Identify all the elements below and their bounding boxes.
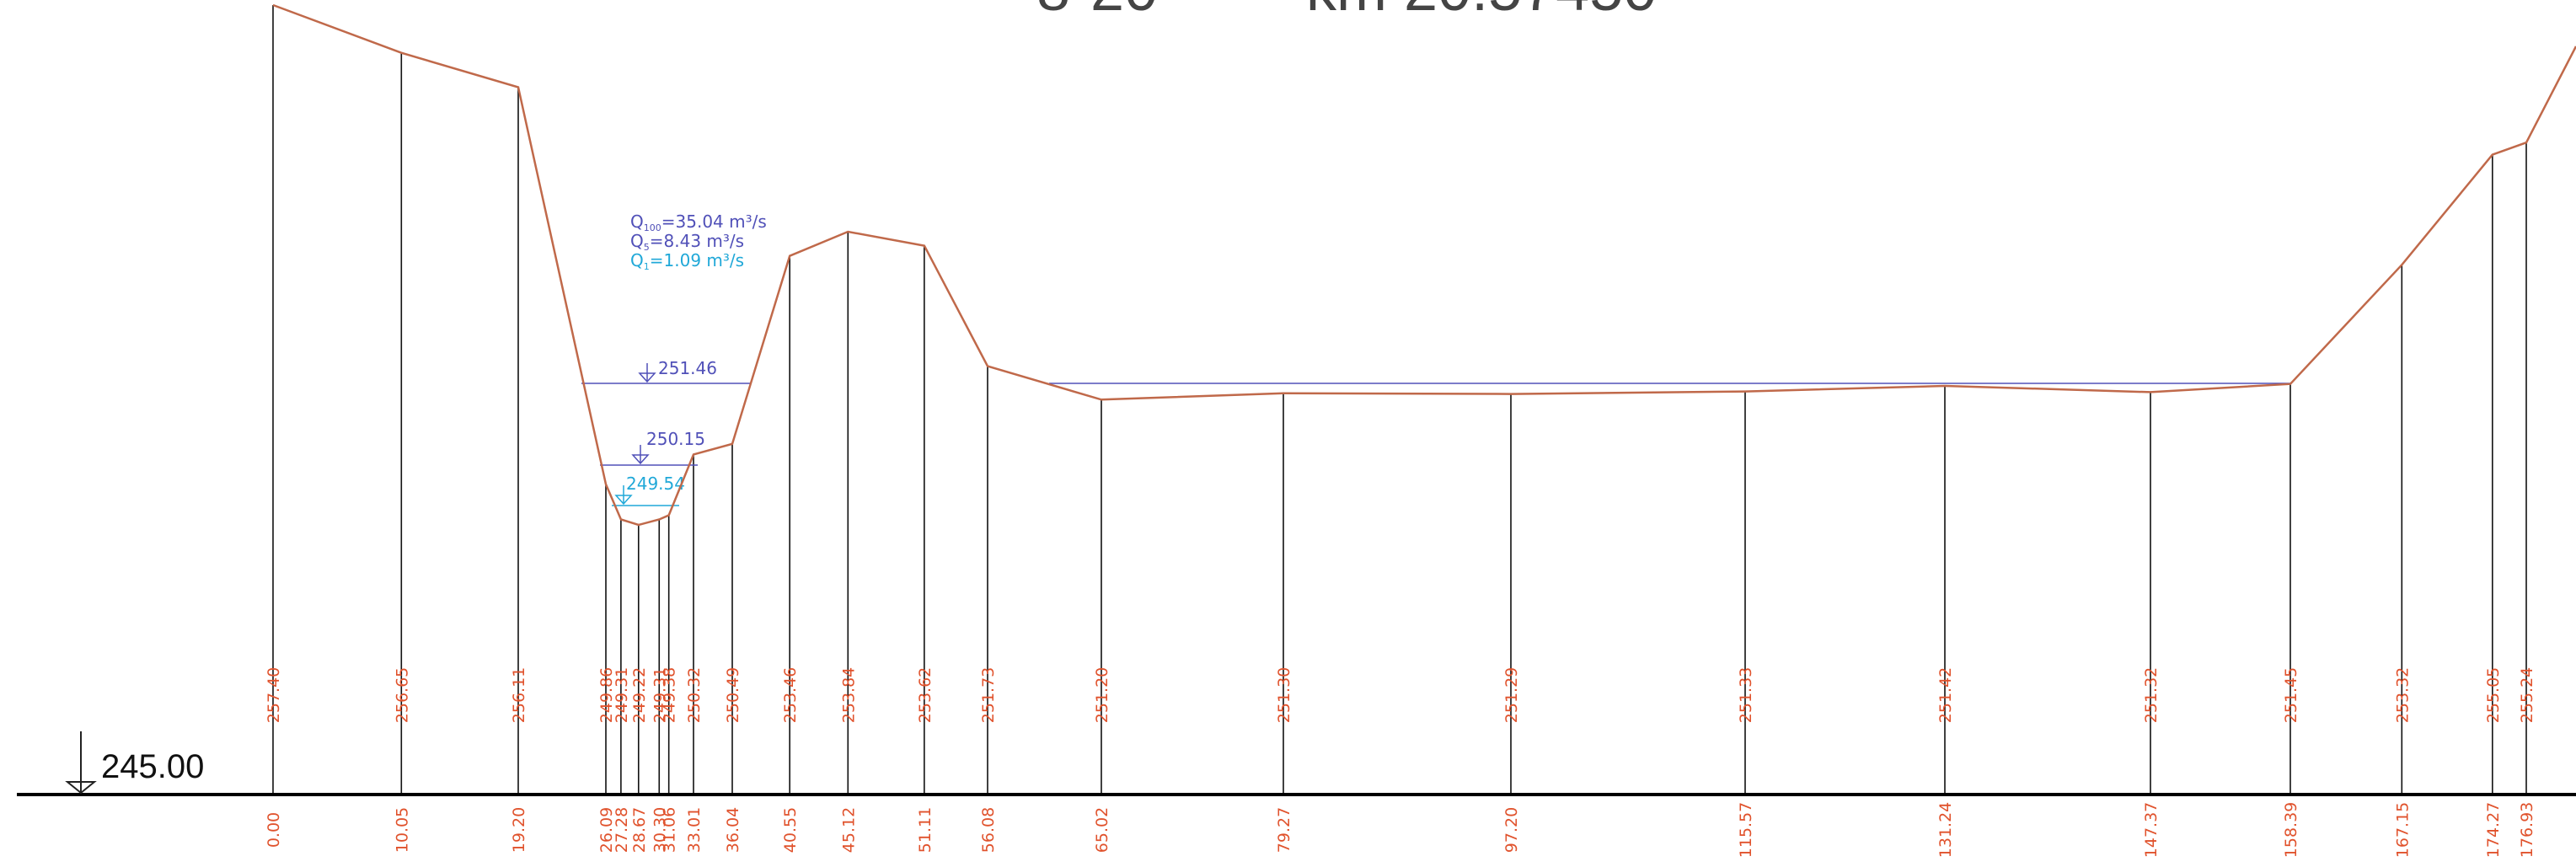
flow-q5: Q5=8.43 m³/s — [630, 231, 744, 253]
distance-label: 56.08 — [979, 807, 998, 853]
flow-annotations: Q100=35.04 m³/sQ5=8.43 m³/sQ1=1.09 m³/s — [630, 211, 767, 272]
distance-label: 176.93 — [2518, 802, 2536, 858]
elevation-label: 251.20 — [1093, 667, 1111, 723]
distance-label: 36.04 — [724, 807, 742, 853]
distance-label: 174.27 — [2484, 802, 2503, 858]
distance-label: 40.55 — [781, 807, 800, 853]
elevation-label: 250.49 — [724, 667, 742, 723]
elevation-label: 249.31 — [651, 667, 669, 723]
distance-label: 115.57 — [1737, 802, 1755, 858]
elevation-label: 251.32 — [2142, 667, 2161, 723]
terrain-profile — [272, 3, 2576, 527]
elevation-label: 251.73 — [979, 667, 998, 723]
distance-label: 167.15 — [2393, 802, 2412, 858]
distance-label: 27.28 — [613, 807, 631, 853]
elevation-label: 250.32 — [685, 667, 704, 723]
distance-label: 0.00 — [265, 812, 283, 848]
distance-label: 97.20 — [1502, 807, 1521, 853]
elevation-label: 253.84 — [839, 667, 858, 723]
elevation-label: 253.46 — [781, 667, 800, 723]
distance-label: 10.05 — [393, 807, 411, 853]
datum-label: 245.00 — [101, 748, 204, 785]
elevation-label: 255.05 — [2484, 667, 2503, 723]
elevation-label: 257.40 — [265, 667, 283, 723]
elevation-label: 249.38 — [661, 667, 679, 723]
elevation-label: 249.22 — [630, 667, 649, 723]
section-title: 8-20 km 20.57450 — [1036, 0, 1657, 24]
distance-label: 131.24 — [1936, 802, 1955, 858]
elevation-label: 249.86 — [597, 667, 616, 723]
distance-label: 28.67 — [630, 807, 649, 853]
water-level-triangle-icon — [631, 454, 650, 465]
elevation-label: 256.11 — [510, 667, 528, 723]
water-level-triangle-icon — [638, 372, 656, 383]
distance-label: 30.30 — [651, 807, 669, 853]
datum-triangle-icon — [65, 781, 97, 795]
datum-marker: 245.00 — [65, 731, 204, 795]
distance-label: 147.37 — [2142, 802, 2161, 858]
distance-label: 19.20 — [510, 807, 528, 853]
elevation-label: 253.62 — [916, 667, 935, 723]
distance-label: 33.01 — [685, 807, 704, 853]
elevation-label: 251.30 — [1275, 667, 1293, 723]
distance-label: 45.12 — [839, 807, 858, 853]
elevation-label: 249.31 — [613, 667, 631, 723]
water-level-label: 249.54 — [626, 474, 685, 494]
elevation-label: 255.24 — [2518, 667, 2536, 723]
elevation-label: 251.42 — [1936, 667, 1955, 723]
station-verticals — [272, 5, 2527, 795]
elevation-label: 251.33 — [1737, 667, 1755, 723]
flow-q1: Q1=1.09 m³/s — [630, 250, 744, 272]
distance-label: 26.09 — [597, 807, 616, 853]
elevation-label: 251.29 — [1502, 667, 1521, 723]
elevation-label: 251.45 — [2282, 667, 2300, 723]
elevation-label: 256.65 — [393, 667, 411, 723]
distance-label: 65.02 — [1093, 807, 1111, 853]
water-level-triangle-icon — [614, 495, 633, 506]
water-levels: 251.46 250.15 249.54 — [581, 358, 2290, 506]
flow-q100: Q100=35.04 m³/s — [630, 211, 767, 233]
elevation-label: 253.32 — [2393, 667, 2412, 723]
distance-label: 51.11 — [916, 807, 935, 853]
chainage-label: km 20.57450 — [1306, 0, 1657, 24]
water-level-label: 250.15 — [646, 429, 705, 449]
distance-label: 31.06 — [661, 807, 679, 853]
section-number: 8-20 — [1036, 0, 1158, 24]
distance-label: 79.27 — [1275, 807, 1293, 853]
water-level-label: 251.46 — [658, 358, 717, 378]
distance-label: 158.39 — [2282, 802, 2300, 858]
